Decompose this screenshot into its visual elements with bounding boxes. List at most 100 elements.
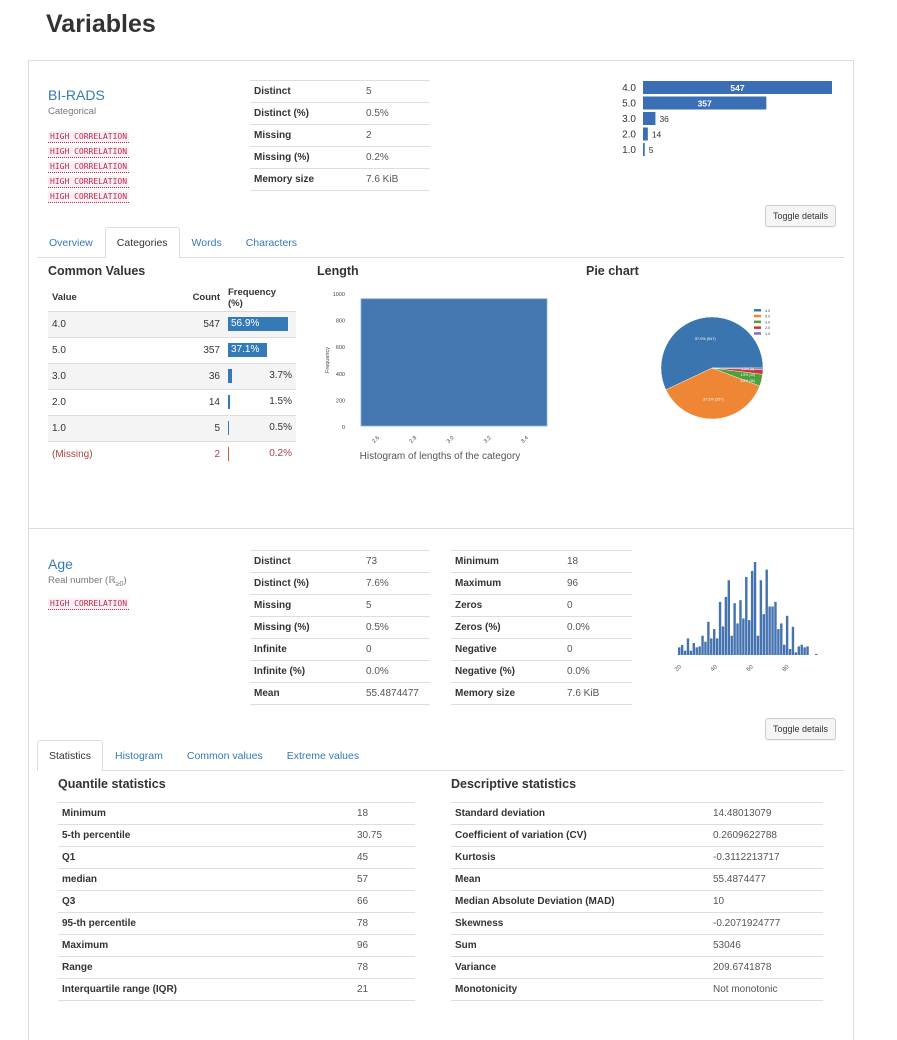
stat-value: 30.75 <box>353 824 415 847</box>
table-row: 5.0 357 37.1% <box>48 336 296 363</box>
stat-row: Missing 5 <box>250 594 430 617</box>
slice-label: 37.2% (357) <box>703 398 724 402</box>
pie-chart: 57.0% (547) 37.2% (357) 3.8% (36) 1.5% (14)… <box>660 309 770 420</box>
tab-statistics[interactable]: Statistics <box>37 740 104 771</box>
count-cell: 2 <box>174 440 224 467</box>
stat-row: Distinct 5 <box>250 80 430 103</box>
stat-label: Missing (%) <box>250 146 362 169</box>
stat-label: Range <box>58 956 353 979</box>
bar-label: 3.0 <box>622 114 636 125</box>
variable-name[interactable]: BI-RADS <box>48 87 105 103</box>
y-tick-label: 1000 <box>333 292 345 298</box>
y-tick-label: 800 <box>336 319 345 325</box>
common-values-table: Value Count Frequency (%) 4.0 547 56.9% 5.0 357… <box>48 285 296 467</box>
tab-histogram[interactable]: Histogram <box>115 750 163 762</box>
tab-common-values[interactable]: Common values <box>186 750 263 762</box>
bar-count: 14 <box>652 130 662 140</box>
frequency-label: 1.5% <box>269 396 292 407</box>
high-correlation-badge[interactable]: HIGH CORRELATION <box>48 597 130 610</box>
count-cell: 357 <box>174 336 224 363</box>
age-stats-table-2: Minimum 18 Maximum 96 Zeros 0 Zeros (%) 0.0% Neg… <box>451 550 632 705</box>
variable-name[interactable]: Age <box>48 556 73 572</box>
stat-value: 45 <box>353 846 415 869</box>
stat-value: 53046 <box>709 934 823 957</box>
x-tick-label: 2.6 <box>371 435 381 445</box>
stat-label: Maximum <box>451 572 563 595</box>
toggle-details-button[interactable]: Toggle details <box>765 205 837 227</box>
histogram-bar <box>771 606 774 655</box>
legend-label: 4.0 <box>765 309 770 313</box>
histogram-bar <box>721 626 725 655</box>
bar-label: 2.0 <box>622 130 636 141</box>
alerts-list: HIGH CORRELATION HIGH CORRELATION HIGH COR… <box>48 131 130 203</box>
stat-label: Missing <box>250 594 362 617</box>
pie-chart-title: Pie chart <box>586 264 639 278</box>
histogram-bar <box>797 646 800 655</box>
frequency-label: 0.2% <box>269 448 292 460</box>
histogram-bar <box>689 650 693 655</box>
y-tick-label: 600 <box>336 345 345 351</box>
stat-row: Memory size 7.6 KiB <box>451 682 632 705</box>
histogram-bar <box>774 601 777 655</box>
histogram-bar <box>739 600 742 655</box>
high-correlation-badge[interactable]: HIGH CORRELATION <box>48 191 130 203</box>
stat-label: Minimum <box>451 550 563 573</box>
frequency-bar <box>228 395 230 409</box>
type-sub: ≥0 <box>115 580 124 588</box>
stat-label: Maximum <box>58 934 353 957</box>
column-header: Count <box>192 292 220 304</box>
tab-overview[interactable]: Overview <box>49 237 93 249</box>
stat-label: Missing <box>250 124 362 147</box>
high-correlation-badge[interactable]: HIGH CORRELATION <box>48 176 130 188</box>
high-correlation-badge[interactable]: HIGH CORRELATION <box>48 131 130 143</box>
histogram-bar <box>718 601 722 655</box>
tab-extreme-values[interactable]: Extreme values <box>286 750 360 762</box>
x-tick-label: 80 <box>782 664 791 673</box>
value-cell: 4.0 <box>48 310 174 337</box>
stat-label: Variance <box>451 956 709 979</box>
stat-row: Coefficient of variation (CV) 0.260962278… <box>451 824 823 847</box>
histogram-bar <box>759 580 763 655</box>
histogram-bar <box>768 606 771 655</box>
slice-label: 0.5% (5) <box>741 367 753 371</box>
legend-label: 5.0 <box>765 315 770 319</box>
stat-value: 0.2% <box>362 146 430 169</box>
value-cell: (Missing) <box>48 440 174 467</box>
stat-value: 2 <box>362 124 430 147</box>
table-row: 4.0 547 56.9% <box>48 310 296 337</box>
stat-label: 95-th percentile <box>58 912 353 935</box>
stat-row: Monotonicity Not monotonic <box>451 978 823 1001</box>
high-correlation-badge[interactable]: HIGH CORRELATION <box>48 161 130 173</box>
x-tick-label: 20 <box>674 664 683 673</box>
length-histogram: 0 200 400 600 800 1000 2.6 2.8 3.0 3.2 3.4 Frequenc… <box>325 292 548 462</box>
table-row: 1.0 5 0.5% <box>48 414 296 441</box>
bar-label: 1.0 <box>622 145 636 156</box>
stat-label: Mean <box>451 868 709 891</box>
common-values-title: Common Values <box>48 264 146 278</box>
histogram-bar <box>777 629 780 655</box>
toggle-details-button[interactable]: Toggle details <box>765 718 837 740</box>
stat-value: 55.4874477 <box>709 868 823 891</box>
value-cell: 3.0 <box>48 362 174 389</box>
histogram-bar <box>678 647 681 655</box>
frequency-label: 3.7% <box>269 370 292 381</box>
tab-characters[interactable]: Characters <box>245 237 298 249</box>
stat-row: Missing 2 <box>250 124 430 147</box>
stat-value: 0.5% <box>362 616 430 639</box>
tab-categories[interactable]: Categories <box>104 227 180 258</box>
legend-swatch <box>754 309 761 312</box>
stat-row: Standard deviation 14.48013079 <box>451 802 823 825</box>
tab-words[interactable]: Words <box>191 237 222 249</box>
birads-stats-table: Distinct 5 Distinct (%) 0.5% Missing 2 Missing… <box>250 80 430 191</box>
stat-value: 0.2609622788 <box>709 824 823 847</box>
age-histogram: 20 40 60 80 <box>674 562 818 673</box>
stat-label: Zeros (%) <box>451 616 563 639</box>
high-correlation-badge[interactable]: HIGH CORRELATION <box>48 146 130 158</box>
stat-label: Distinct (%) <box>250 572 362 595</box>
stat-row: Memory size 7.6 KiB <box>250 168 430 191</box>
frequency-cell: 3.7% <box>224 362 296 389</box>
histogram-bar <box>745 576 748 655</box>
histogram-caption: Histogram of lengths of the category <box>360 451 521 462</box>
stat-value: 7.6 KiB <box>362 168 430 191</box>
stat-value: 209.6741878 <box>709 956 823 979</box>
